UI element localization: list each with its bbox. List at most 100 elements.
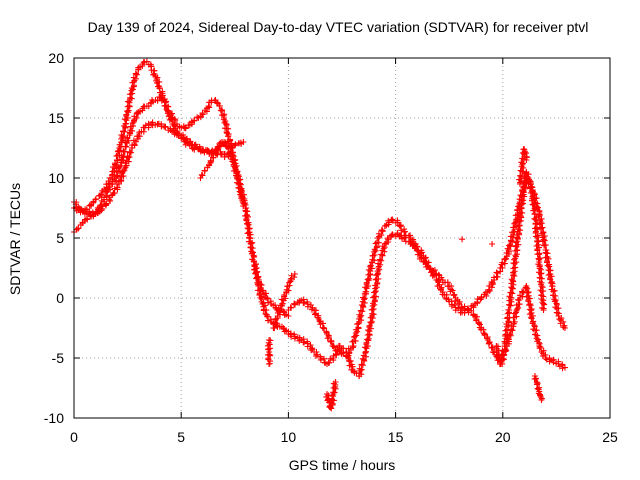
data-point [273, 320, 280, 327]
data-point [98, 197, 105, 204]
data-point [536, 207, 543, 214]
data-point [308, 347, 315, 354]
data-point [438, 274, 445, 281]
data-point [371, 257, 378, 264]
data-point [266, 360, 273, 367]
x-tick-label: 15 [388, 429, 404, 445]
data-point [473, 316, 480, 323]
data-point [90, 212, 97, 219]
data-point [503, 336, 510, 343]
data-point [507, 289, 514, 296]
data-point [329, 401, 336, 408]
data-point [546, 358, 553, 365]
data-point [191, 117, 198, 124]
data-point [276, 311, 283, 318]
data-point [340, 345, 347, 352]
data-point [343, 349, 350, 356]
data-point [229, 158, 236, 165]
data-point [327, 338, 334, 345]
data-point [182, 125, 189, 132]
data-point [511, 256, 518, 263]
data-point [205, 103, 212, 110]
y-axis-label: SDTVAR / TECUs [7, 183, 23, 295]
data-point [317, 321, 324, 328]
data-point [470, 312, 477, 319]
data-point [285, 287, 292, 294]
data-point [150, 98, 157, 105]
data-point [540, 287, 547, 294]
data-point [125, 158, 132, 165]
data-point [237, 185, 244, 192]
data-point [122, 160, 129, 167]
data-point [323, 328, 330, 335]
data-point [450, 292, 457, 299]
data-point [523, 154, 530, 161]
chart-title: Day 139 of 2024, Sidereal Day-to-day VTE… [88, 19, 589, 35]
data-point [370, 311, 377, 318]
data-point [451, 301, 458, 308]
data-point [130, 83, 137, 90]
data-point [179, 131, 186, 138]
data-point [98, 207, 105, 214]
data-point [551, 287, 558, 294]
data-point [366, 323, 373, 330]
data-point [371, 298, 378, 305]
data-point [499, 259, 506, 266]
data-point [199, 110, 206, 117]
data-point [157, 94, 164, 101]
data-point [99, 203, 106, 210]
data-point [517, 292, 524, 299]
data-point [283, 327, 290, 334]
data-point [536, 278, 543, 285]
data-point [215, 144, 222, 151]
data-point [418, 249, 425, 256]
ticks: 0 5 10 15 20 25 -10 -5 0 5 10 15 20 [44, 50, 618, 445]
data-point [515, 304, 522, 311]
data-point [534, 385, 541, 392]
data-point [258, 282, 265, 289]
data-point [531, 322, 538, 329]
data-point [203, 108, 210, 115]
data-point [542, 351, 549, 358]
data-point [509, 238, 516, 245]
data-point [168, 116, 175, 123]
data-point [108, 181, 115, 188]
data-point [253, 275, 260, 282]
data-point [503, 255, 510, 262]
y-tick-label: 10 [48, 170, 64, 186]
data-point [394, 230, 401, 237]
data-point [534, 251, 541, 258]
data-point [363, 281, 370, 288]
y-tick-label: -5 [52, 350, 65, 366]
data-point [288, 304, 295, 311]
data-point [532, 233, 539, 240]
data-point [530, 201, 537, 208]
data-point [301, 339, 308, 346]
data-point [265, 317, 272, 324]
y-tick-label: 20 [48, 50, 64, 66]
data-point [242, 201, 249, 208]
data-point [520, 184, 527, 191]
data-point [77, 209, 84, 216]
data-point [319, 324, 326, 331]
data-point [272, 302, 279, 309]
data-point [398, 227, 405, 234]
data-point [330, 380, 337, 387]
data-point [97, 191, 104, 198]
data-point [103, 200, 110, 207]
data-point [134, 71, 141, 78]
data-point [111, 161, 118, 168]
data-point [502, 346, 509, 353]
data-point [359, 355, 366, 362]
data-point [546, 275, 553, 282]
data-point [470, 302, 477, 309]
grid [74, 58, 610, 418]
data-point [528, 314, 535, 321]
data-point [328, 392, 335, 399]
data-point [546, 267, 553, 274]
data-point [111, 185, 118, 192]
x-tick-label: 20 [495, 429, 511, 445]
data-point [512, 242, 519, 249]
data-point [372, 240, 379, 247]
data-point [131, 141, 138, 148]
